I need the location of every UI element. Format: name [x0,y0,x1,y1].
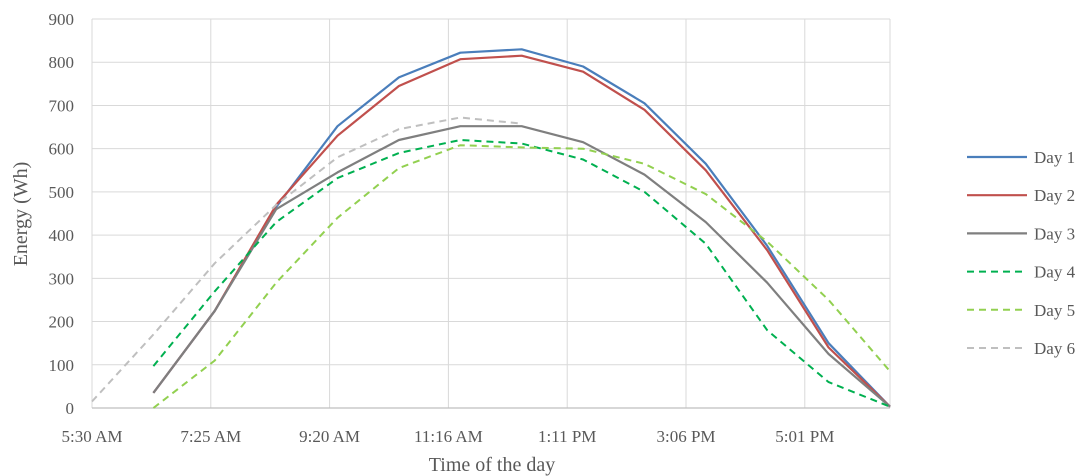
y-tick-label: 400 [49,226,75,245]
y-tick-label: 700 [49,96,75,115]
x-tick-label: 5:30 AM [62,427,123,446]
legend-label: Day 3 [1034,224,1075,243]
y-tick-label: 900 [49,10,75,29]
series-line-day-4 [152,139,891,408]
legend-label: Day 4 [1034,263,1076,282]
legend-label: Day 2 [1034,186,1075,205]
y-tick-label: 800 [49,53,75,72]
y-axis-title: Energy (Wh) [10,162,32,267]
y-tick-label: 600 [49,140,75,159]
x-tick-label: 1:11 PM [538,427,596,446]
y-tick-label: 300 [49,269,75,288]
x-tick-label: 11:16 AM [414,427,483,446]
y-tick-label: 500 [49,183,75,202]
legend-label: Day 5 [1034,301,1075,320]
x-tick-label: 7:25 AM [180,427,241,446]
y-tick-label: 200 [49,313,75,332]
gridlines [91,18,891,409]
series-line-day-5 [152,144,891,409]
legend: Day 1 Day 2 Day 3 Day 4 Day 5 Day 6 [967,148,1076,358]
y-tick-label: 100 [49,356,75,375]
legend-label: Day 6 [1034,339,1075,358]
legend-label: Day 1 [1034,148,1075,167]
x-tick-label: 3:06 PM [656,427,715,446]
x-axis-title: Time of the day [429,454,555,476]
x-tick-label: 5:01 PM [775,427,834,446]
y-axis-tick-labels: 0 100 200 300 400 500 600 700 800 900 [49,10,75,418]
series-line-day-3 [152,125,891,408]
series-line-day-6 [91,116,522,403]
y-tick-label: 0 [66,399,75,418]
series-lines [91,48,891,409]
x-axis-tick-labels: 5:30 AM 7:25 AM 9:20 AM 11:16 AM 1:11 PM 3:06… [62,427,835,446]
x-tick-label: 9:20 AM [299,427,360,446]
